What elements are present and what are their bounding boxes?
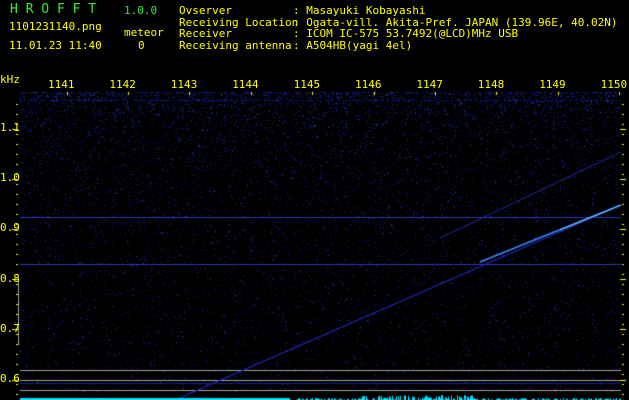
x-tick-label: 1146 <box>355 78 382 91</box>
info-label: Receiving Location <box>179 15 299 29</box>
info-label: Receiver <box>179 27 232 40</box>
x-tick-label: 1148 <box>477 78 505 91</box>
y-tick-label: 0.6 <box>0 372 20 385</box>
y-tick-label: 1.0 <box>0 171 20 185</box>
x-tick-label: 1141 <box>48 78 75 91</box>
meteor-label: meteor <box>124 26 164 39</box>
app-version: 1.0.0 <box>124 4 158 17</box>
x-tick-label: 1142 <box>109 78 136 91</box>
x-tick-label: 1147 <box>416 78 443 91</box>
x-tick-label: 1144 <box>232 78 259 91</box>
info-label: Ovserver <box>179 4 232 17</box>
x-tick-label: 1145 <box>293 78 321 91</box>
x-tick-label: 1150 <box>600 78 628 91</box>
x-tick-label: 1143 <box>170 78 198 91</box>
y-tick-label: 0.7 <box>0 321 20 335</box>
info-value: : Masayuki Kobayashi <box>293 4 426 17</box>
info-value: : A504HB(yagi 4el) <box>293 38 413 52</box>
y-tick-label: 0.8 <box>0 271 20 285</box>
y-tick-label: 1.1 <box>0 121 20 134</box>
info-value: : Ogata-vill. Akita-Pref. JAPAN (139.96E… <box>293 15 618 29</box>
unit-label: kHz <box>0 73 20 86</box>
meteor-count: 0 <box>138 39 145 52</box>
info-value: : ICOM IC-575 53.7492(@LCD)MHz USB <box>293 27 519 40</box>
datetime: 11.01.23 11:40 <box>9 39 102 52</box>
app-name: H R O F F T <box>10 2 97 17</box>
info-label: Receiving antenna <box>179 38 292 52</box>
x-tick-label: 1149 <box>539 78 566 91</box>
y-tick-label: 0.9 <box>0 221 20 235</box>
filename: 1101231140.png <box>9 20 102 33</box>
